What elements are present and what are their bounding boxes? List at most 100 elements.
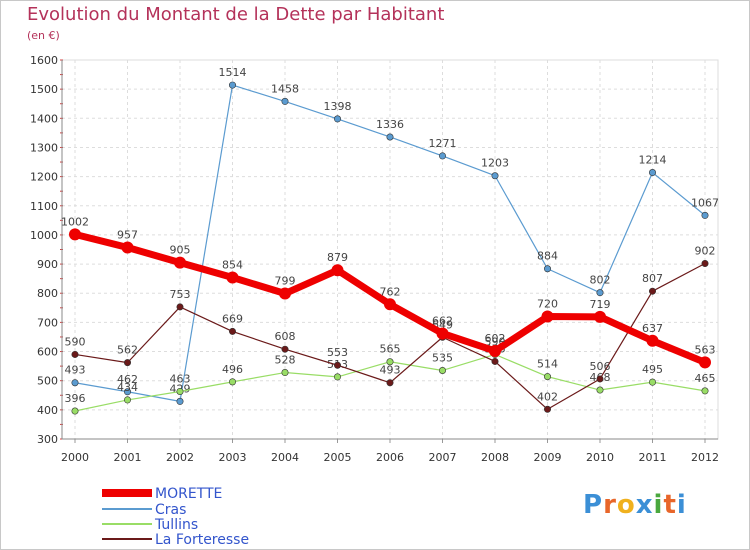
data-label: 1336 (376, 118, 404, 131)
data-label: 720 (537, 298, 558, 311)
y-tick-label: 1200 (30, 171, 58, 184)
data-point (176, 303, 184, 311)
data-label: 434 (117, 381, 138, 394)
data-point (281, 97, 289, 105)
data-point (124, 388, 132, 396)
data-label: 1203 (481, 157, 509, 170)
y-tick-label: 400 (37, 404, 58, 417)
data-point (71, 350, 79, 358)
data-point (71, 379, 79, 387)
y-tick-label: 1400 (30, 112, 58, 125)
data-point (386, 379, 394, 387)
data-label: 1514 (219, 66, 247, 79)
x-tick-label: 2005 (324, 451, 352, 464)
y-tick-label: 1300 (30, 141, 58, 154)
data-point (386, 358, 394, 366)
data-point (699, 356, 711, 369)
logo-letter: x (635, 490, 654, 520)
data-label: 905 (170, 244, 191, 257)
data-point (176, 397, 184, 405)
data-label: 957 (117, 228, 138, 241)
x-tick-label: 2004 (271, 451, 299, 464)
data-point (648, 169, 656, 177)
logo-letter: o (616, 490, 636, 520)
data-label: 1214 (639, 154, 667, 167)
data-point (491, 172, 499, 180)
data-point (281, 369, 289, 377)
data-point (436, 327, 449, 340)
logo-letter: i (676, 490, 687, 520)
data-label: 608 (275, 330, 296, 343)
legend-label: La Forteresse (155, 532, 249, 548)
data-label: 902 (695, 244, 716, 257)
data-label: 719 (590, 298, 611, 311)
y-tick-label: 600 (37, 346, 58, 359)
data-point (491, 357, 499, 365)
y-tick-label: 700 (37, 316, 58, 329)
data-label: 563 (695, 343, 716, 356)
x-tick-label: 2002 (166, 451, 194, 464)
chart-title: Evolution du Montant de la Dette par Hab… (27, 4, 445, 25)
data-label: 637 (642, 322, 663, 335)
data-point (229, 327, 237, 335)
data-label: 493 (380, 364, 401, 377)
data-label: 565 (380, 343, 401, 356)
data-point (701, 211, 709, 219)
y-tick-label: 1500 (30, 83, 58, 96)
data-point (543, 265, 551, 273)
data-label: 495 (642, 363, 663, 376)
data-label: 562 (117, 344, 138, 357)
data-point (648, 287, 656, 295)
data-label: 590 (65, 335, 86, 348)
y-tick-label: 900 (37, 258, 58, 271)
data-label: 802 (590, 274, 611, 287)
data-point (384, 298, 396, 311)
data-label: 1067 (691, 196, 719, 209)
data-point (71, 407, 79, 415)
data-label: 506 (590, 360, 611, 373)
data-point (176, 387, 184, 395)
data-label: 463 (170, 372, 191, 385)
logo-letter: t (663, 490, 677, 520)
data-label: 854 (222, 258, 243, 271)
legend-label: Cras (155, 502, 186, 518)
data-point (229, 81, 237, 89)
data-point (701, 259, 709, 267)
data-label: 762 (380, 285, 401, 298)
data-label: 496 (222, 363, 243, 376)
data-label: 1398 (324, 100, 352, 113)
data-point (701, 387, 709, 395)
data-point (596, 386, 604, 394)
x-tick-label: 2010 (586, 451, 614, 464)
data-label: 528 (275, 354, 296, 367)
data-label: 553 (327, 346, 348, 359)
logo-letter: i (653, 490, 664, 520)
x-tick-label: 2006 (376, 451, 404, 464)
y-tick-label: 1000 (30, 229, 58, 242)
logo-letter: r (603, 490, 617, 520)
data-point (489, 344, 501, 357)
x-tick-label: 2007 (429, 451, 457, 464)
proxiti-logo: Proxiti (583, 490, 687, 520)
y-tick-label: 800 (37, 287, 58, 300)
data-label: 879 (327, 251, 348, 264)
x-tick-label: 2009 (534, 451, 562, 464)
y-tick-label: 1600 (30, 54, 58, 67)
data-label: 514 (537, 358, 558, 371)
legend-label: Tullins (154, 517, 198, 533)
data-point (648, 378, 656, 386)
x-tick-label: 2000 (61, 451, 89, 464)
data-label: 465 (695, 372, 716, 385)
data-point (543, 373, 551, 381)
data-label: 753 (170, 288, 191, 301)
data-point (596, 289, 604, 297)
data-label: 662 (432, 314, 453, 327)
data-point (438, 152, 446, 160)
chart-subtitle: (en €) (27, 29, 60, 42)
data-label: 799 (275, 275, 296, 288)
data-point (124, 359, 132, 367)
data-label: 807 (642, 272, 663, 285)
data-label: 396 (65, 392, 86, 405)
x-tick-label: 2008 (481, 451, 509, 464)
